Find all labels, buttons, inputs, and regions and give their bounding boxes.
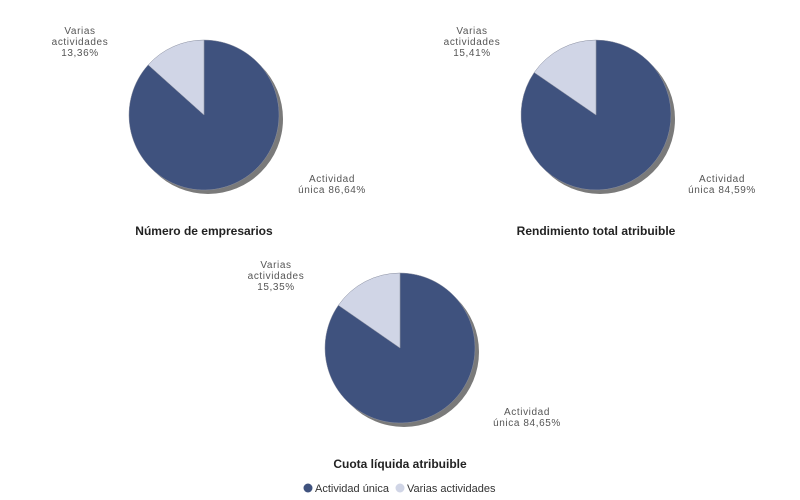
slice-data-label: Varias actividades 15,35% [248, 260, 305, 293]
pie-slice-varias-actividades[interactable] [338, 272, 401, 349]
chart-title: Número de empresarios [135, 224, 273, 238]
pie-slice-varias-actividades[interactable] [533, 39, 597, 116]
slice-data-label: Varias actividades 15,41% [444, 26, 501, 59]
legend-item-label[interactable]: Actividad única [315, 483, 390, 495]
chart-title: Rendimiento total atribuible [517, 224, 676, 238]
legend-marker[interactable] [303, 483, 313, 493]
legend: Actividad única Varias actividades [303, 483, 496, 495]
pie-chart-2: Actividad única 84,59% Varias actividades 15… [444, 26, 756, 238]
legend-item-label[interactable]: Varias actividades [407, 483, 496, 495]
pie-chart-1: Actividad única 86,64% Varias actividades 13… [52, 26, 366, 238]
pie-slice-varias-actividades[interactable] [147, 39, 205, 116]
pie-chart-3: Actividad única 84,65% Varias actividades 15… [248, 260, 561, 471]
chart-title: Cuota líquida atribuible [333, 457, 467, 471]
slice-data-label: Actividad única 86,64% [298, 174, 366, 196]
slice-data-label: Varias actividades 13,36% [52, 26, 109, 59]
slice-data-label: Actividad única 84,59% [688, 174, 756, 196]
legend-marker[interactable] [395, 483, 405, 493]
slice-data-label: Actividad única 84,65% [493, 407, 561, 429]
